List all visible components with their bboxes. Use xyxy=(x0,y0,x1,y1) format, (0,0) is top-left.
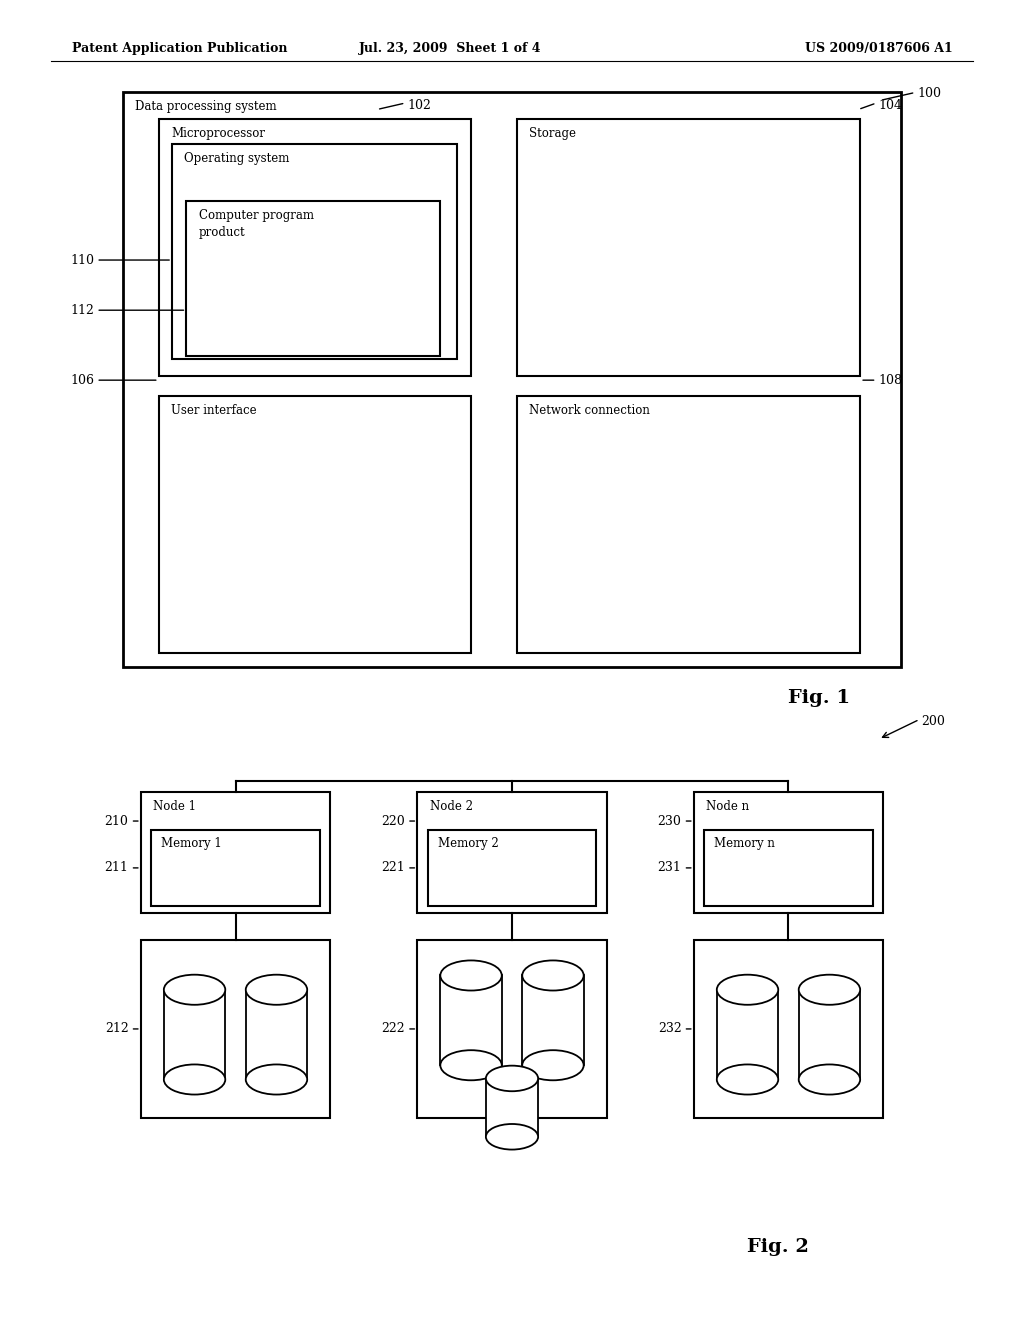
Bar xyxy=(418,940,606,1118)
Bar xyxy=(141,940,330,1118)
Bar xyxy=(517,119,860,376)
Text: Operating system: Operating system xyxy=(184,152,290,165)
Bar xyxy=(164,990,225,1080)
Text: 232: 232 xyxy=(657,1023,682,1035)
Bar xyxy=(246,990,307,1080)
Bar xyxy=(159,396,471,653)
Ellipse shape xyxy=(246,1064,307,1094)
Ellipse shape xyxy=(522,1051,584,1080)
Bar xyxy=(799,990,860,1080)
Text: Patent Application Publication: Patent Application Publication xyxy=(72,42,287,55)
Text: 108: 108 xyxy=(879,374,902,387)
Text: Network connection: Network connection xyxy=(529,404,650,417)
Text: 220: 220 xyxy=(381,814,404,828)
Ellipse shape xyxy=(799,974,860,1005)
Text: Storage: Storage xyxy=(529,127,577,140)
Ellipse shape xyxy=(799,1064,860,1094)
Bar xyxy=(123,92,901,667)
Text: 212: 212 xyxy=(104,1023,129,1035)
Text: Memory 2: Memory 2 xyxy=(438,837,499,850)
Text: Computer program
product: Computer program product xyxy=(199,209,313,239)
Text: 221: 221 xyxy=(381,862,404,874)
Bar xyxy=(694,792,883,913)
Ellipse shape xyxy=(717,974,778,1005)
Text: 100: 100 xyxy=(918,87,941,100)
Ellipse shape xyxy=(485,1065,539,1092)
Text: Microprocessor: Microprocessor xyxy=(171,127,265,140)
Text: 231: 231 xyxy=(657,862,682,874)
Bar xyxy=(694,940,883,1118)
Text: 110: 110 xyxy=(71,253,94,267)
Text: Node 2: Node 2 xyxy=(430,800,472,813)
Bar xyxy=(172,144,457,359)
Text: US 2009/0187606 A1: US 2009/0187606 A1 xyxy=(805,42,952,55)
Text: 200: 200 xyxy=(922,715,945,729)
Text: User interface: User interface xyxy=(171,404,257,417)
Text: 106: 106 xyxy=(71,374,94,387)
Ellipse shape xyxy=(164,974,225,1005)
Bar xyxy=(159,119,471,376)
Text: Node n: Node n xyxy=(707,800,750,813)
Bar xyxy=(428,830,596,906)
Bar xyxy=(717,990,778,1080)
Bar xyxy=(485,1078,539,1137)
Text: 211: 211 xyxy=(104,862,129,874)
Text: Node 1: Node 1 xyxy=(154,800,196,813)
Text: Memory 1: Memory 1 xyxy=(162,837,222,850)
Bar xyxy=(186,201,440,356)
Ellipse shape xyxy=(440,961,502,990)
Text: Fig. 2: Fig. 2 xyxy=(748,1238,809,1257)
Text: Jul. 23, 2009  Sheet 1 of 4: Jul. 23, 2009 Sheet 1 of 4 xyxy=(359,42,542,55)
Ellipse shape xyxy=(164,1064,225,1094)
Ellipse shape xyxy=(485,1125,539,1150)
Bar xyxy=(705,830,872,906)
Ellipse shape xyxy=(522,961,584,990)
Bar xyxy=(152,830,319,906)
Text: Fig. 1: Fig. 1 xyxy=(788,689,850,708)
Ellipse shape xyxy=(717,1064,778,1094)
Bar xyxy=(141,792,330,913)
Ellipse shape xyxy=(440,1051,502,1080)
Text: 104: 104 xyxy=(879,99,902,112)
Text: 210: 210 xyxy=(104,814,129,828)
Text: Data processing system: Data processing system xyxy=(135,100,276,114)
Text: 222: 222 xyxy=(381,1023,404,1035)
Text: 112: 112 xyxy=(71,304,94,317)
Bar xyxy=(522,975,584,1065)
Text: Memory n: Memory n xyxy=(715,837,775,850)
Text: 102: 102 xyxy=(408,99,431,112)
Text: 230: 230 xyxy=(657,814,682,828)
Bar xyxy=(440,975,502,1065)
Bar xyxy=(517,396,860,653)
Ellipse shape xyxy=(246,974,307,1005)
Bar xyxy=(418,792,606,913)
